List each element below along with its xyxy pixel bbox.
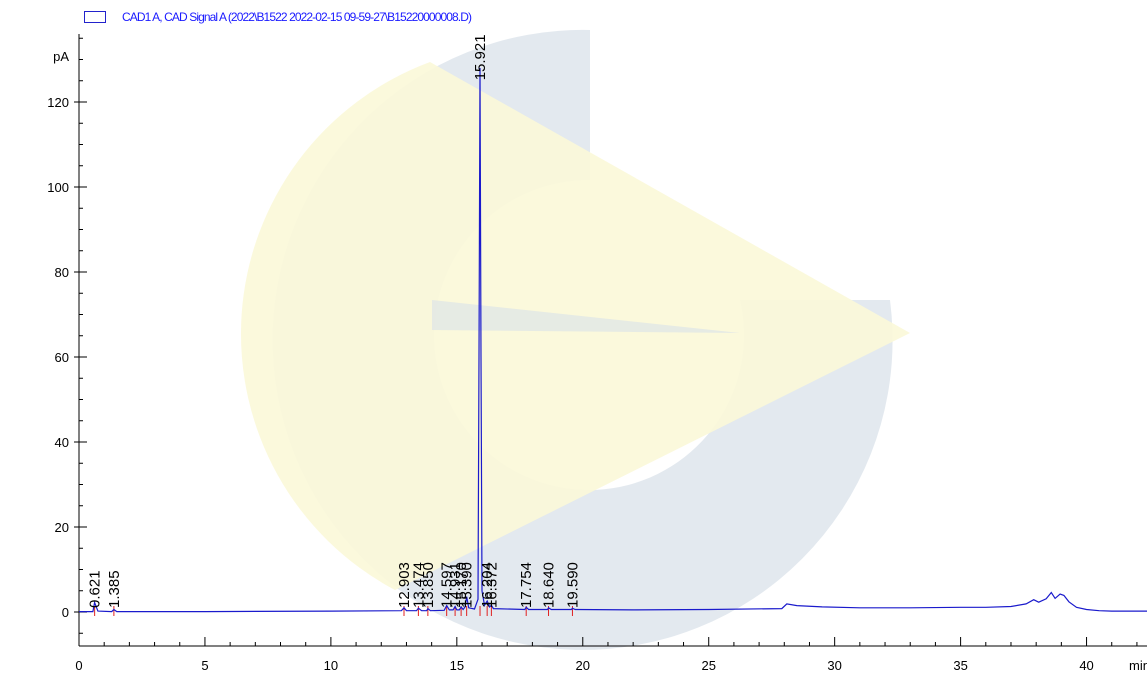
series-line xyxy=(79,67,1147,613)
y-tick-label: 120 xyxy=(47,95,69,110)
watermark-inner xyxy=(432,120,740,333)
x-axis-unit-label: min xyxy=(1129,658,1147,673)
x-tick-label: 5 xyxy=(201,658,208,673)
x-tick-label: 40 xyxy=(1079,658,1093,673)
peak-label: 0.621 xyxy=(87,570,104,608)
peak-label: 15.921 xyxy=(472,34,489,80)
x-tick-label: 30 xyxy=(827,658,841,673)
y-tick-label: 60 xyxy=(55,350,69,365)
peak-label: 15.170 xyxy=(453,562,470,608)
x-tick-label: 25 xyxy=(701,658,715,673)
y-tick-label: 40 xyxy=(55,435,69,450)
y-tick-label: 20 xyxy=(55,520,69,535)
signal-trace xyxy=(79,67,1147,613)
peak-label: 19.590 xyxy=(564,562,581,608)
peak-label: 14.597 xyxy=(439,562,456,608)
legend: CAD1 A, CAD Signal A (2022\B1522 2022-02… xyxy=(84,10,472,24)
peak-label: 14.931 xyxy=(447,562,464,608)
company-logo-watermark-icon xyxy=(240,29,910,650)
x-tick-label: 20 xyxy=(576,658,590,673)
peak-label: 16.372 xyxy=(483,562,500,608)
peak-label: 18.640 xyxy=(541,562,558,608)
y-tick-label: 0 xyxy=(62,605,69,620)
y-tick-label: 100 xyxy=(47,180,69,195)
peak-label: 17.754 xyxy=(518,562,535,608)
peak-label: 13.850 xyxy=(420,562,437,608)
legend-swatch xyxy=(84,11,106,23)
y-axis-unit-label: pA xyxy=(53,49,69,64)
chart-axes: 0 5 10 15 20 25 30 35 40 0 20 40 60 80 100 120 pA min xyxy=(47,34,1147,673)
x-tick-label: 15 xyxy=(450,658,464,673)
y-tick-label: 80 xyxy=(55,265,69,280)
legend-label: CAD1 A, CAD Signal A (2022\B1522 2022-02… xyxy=(122,10,472,24)
peak-label: 13.474 xyxy=(410,562,427,608)
peak-label: 15.390 xyxy=(459,562,476,608)
peak-label: 16.204 xyxy=(479,562,496,608)
peak-label: 1.385 xyxy=(106,570,123,608)
x-tick-label: 10 xyxy=(324,658,338,673)
x-tick-label: 0 xyxy=(75,658,82,673)
peak-label: 12.903 xyxy=(396,562,413,608)
x-tick-label: 35 xyxy=(953,658,967,673)
